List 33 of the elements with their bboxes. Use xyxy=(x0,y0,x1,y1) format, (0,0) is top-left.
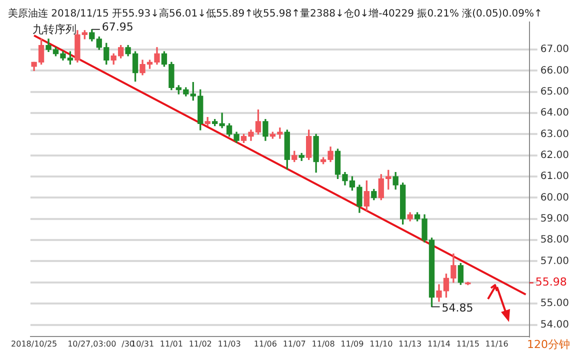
annotation: 67.95 xyxy=(102,20,134,34)
x-tick-label: 11/07 xyxy=(282,339,306,348)
x-tick-label: 11/02 xyxy=(188,339,212,348)
chart-title: 美原油连 2018/11/15 开55.93↓高56.01↓低55.89↑收55.98↑量2388↓仓0↓增-40229 振0.21% 涨(0.05)0.09%↑ xyxy=(8,8,542,20)
x-tick-label: 11/14 xyxy=(427,339,451,348)
text: 120分钟 xyxy=(527,338,570,351)
y-tick-label: 64.00 xyxy=(540,108,570,119)
x-tick-label: 11/06 xyxy=(254,339,277,348)
x-tick-label: 11/16 xyxy=(485,339,508,348)
y-tick-label: 63.00 xyxy=(540,128,570,140)
x-tick-label: 11/01 xyxy=(160,339,183,348)
y-tick-label: 62.00 xyxy=(540,150,570,161)
y-tick-label: 59.00 xyxy=(540,213,570,224)
y-tick-label: 60.00 xyxy=(540,192,570,204)
y-tick-label: 55.00 xyxy=(540,298,570,310)
x-tick-label: 11/10 xyxy=(370,339,393,348)
y-tick-label: 61.00 xyxy=(540,171,570,182)
x-tick-label: 10/27,03:00 xyxy=(68,339,116,348)
y-tick-label: 67.00 xyxy=(540,44,570,56)
y-tick-label: 66.00 xyxy=(540,65,570,76)
y-tick-label: 57.00 xyxy=(540,256,570,267)
y-tick-label: 65.00 xyxy=(540,86,570,98)
x-tick-label: 11/13 xyxy=(398,339,422,348)
x-tick-label: 11/09 xyxy=(340,339,364,348)
x-tick-label: 2018/10/25 xyxy=(11,339,58,348)
y-tick-label: 58.00 xyxy=(540,234,570,246)
x-tick-label: 11/15 xyxy=(456,339,480,348)
y-tick-label: 54.00 xyxy=(540,319,570,330)
annotation: 九转序列 xyxy=(32,22,76,36)
x-tick-label: 11/03 xyxy=(218,339,241,348)
x-tick-label: 11/08 xyxy=(312,339,335,348)
annotation: 54.85 xyxy=(442,302,474,315)
ref-line-label: 55.98 xyxy=(535,276,567,289)
